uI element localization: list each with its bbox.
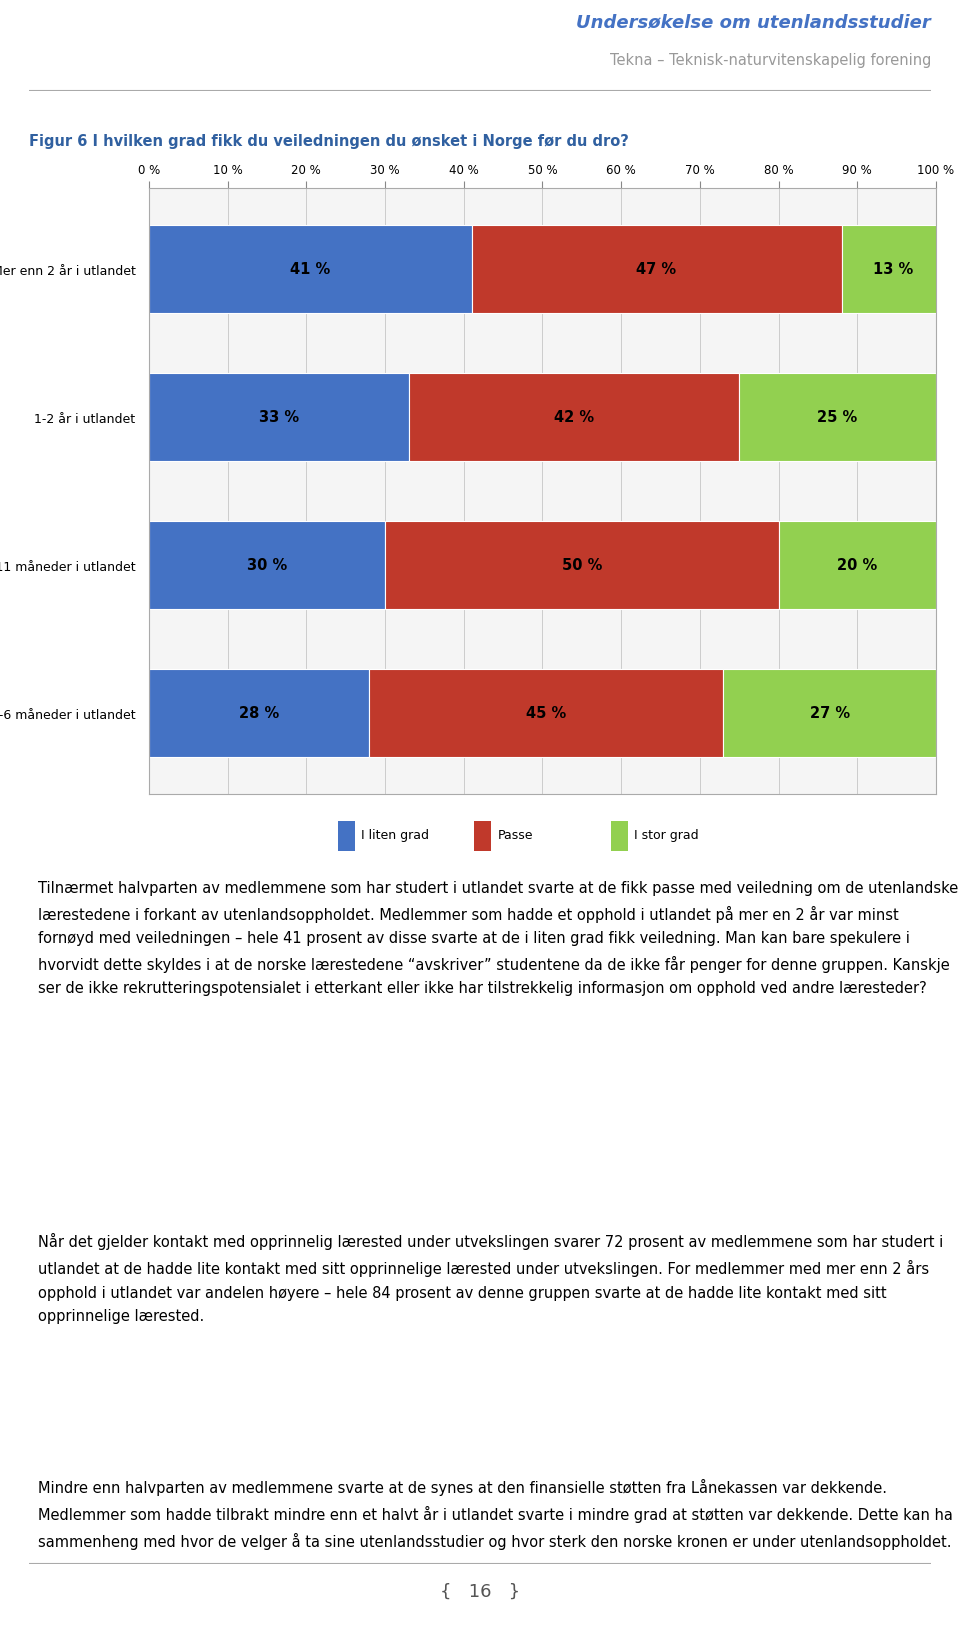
Bar <box>409 374 739 462</box>
Text: I stor grad: I stor grad <box>635 829 699 841</box>
Bar <box>149 669 370 757</box>
Text: 20 %: 20 % <box>837 559 877 574</box>
Text: Passe: Passe <box>498 829 534 841</box>
Text: Tilnærmet halvparten av medlemmene som har studert i utlandet svarte at de fikk : Tilnærmet halvparten av medlemmene som h… <box>38 880 959 995</box>
Text: 13 %: 13 % <box>873 262 913 277</box>
Text: 45 %: 45 % <box>526 706 566 721</box>
Text: 42 %: 42 % <box>554 410 594 425</box>
FancyBboxPatch shape <box>338 821 355 851</box>
Text: 28 %: 28 % <box>239 706 279 721</box>
Text: {   16   }: { 16 } <box>440 1582 520 1600</box>
Bar <box>779 521 936 610</box>
Text: 27 %: 27 % <box>809 706 850 721</box>
Text: 25 %: 25 % <box>818 410 857 425</box>
Text: Tekna – Teknisk-naturvitenskapelig forening: Tekna – Teknisk-naturvitenskapelig foren… <box>610 52 931 67</box>
Bar <box>471 226 842 315</box>
FancyBboxPatch shape <box>611 821 628 851</box>
Text: Når det gjelder kontakt med opprinnelig lærested under utvekslingen svarer 72 pr: Når det gjelder kontakt med opprinnelig … <box>38 1233 944 1323</box>
Text: Figur 6 I hvilken grad fikk du veiledningen du ønsket i Norge før du dro?: Figur 6 I hvilken grad fikk du veilednin… <box>29 133 629 149</box>
Text: 33 %: 33 % <box>258 410 299 425</box>
Text: Undersøkelse om utenlandsstudier: Undersøkelse om utenlandsstudier <box>576 13 931 31</box>
Text: 41 %: 41 % <box>290 262 330 277</box>
Bar <box>842 226 944 315</box>
Text: I liten grad: I liten grad <box>361 829 429 841</box>
Text: 50 %: 50 % <box>562 559 602 574</box>
Bar <box>149 374 409 462</box>
Bar <box>739 374 936 462</box>
Bar <box>724 669 936 757</box>
FancyBboxPatch shape <box>474 821 492 851</box>
Bar <box>370 669 724 757</box>
Text: Mindre enn halvparten av medlemmene svarte at de synes at den finansielle støtte: Mindre enn halvparten av medlemmene svar… <box>38 1478 953 1549</box>
Bar <box>149 226 471 315</box>
Bar <box>385 521 779 610</box>
Bar <box>149 521 385 610</box>
Text: 30 %: 30 % <box>247 559 287 574</box>
Text: 47 %: 47 % <box>636 262 677 277</box>
